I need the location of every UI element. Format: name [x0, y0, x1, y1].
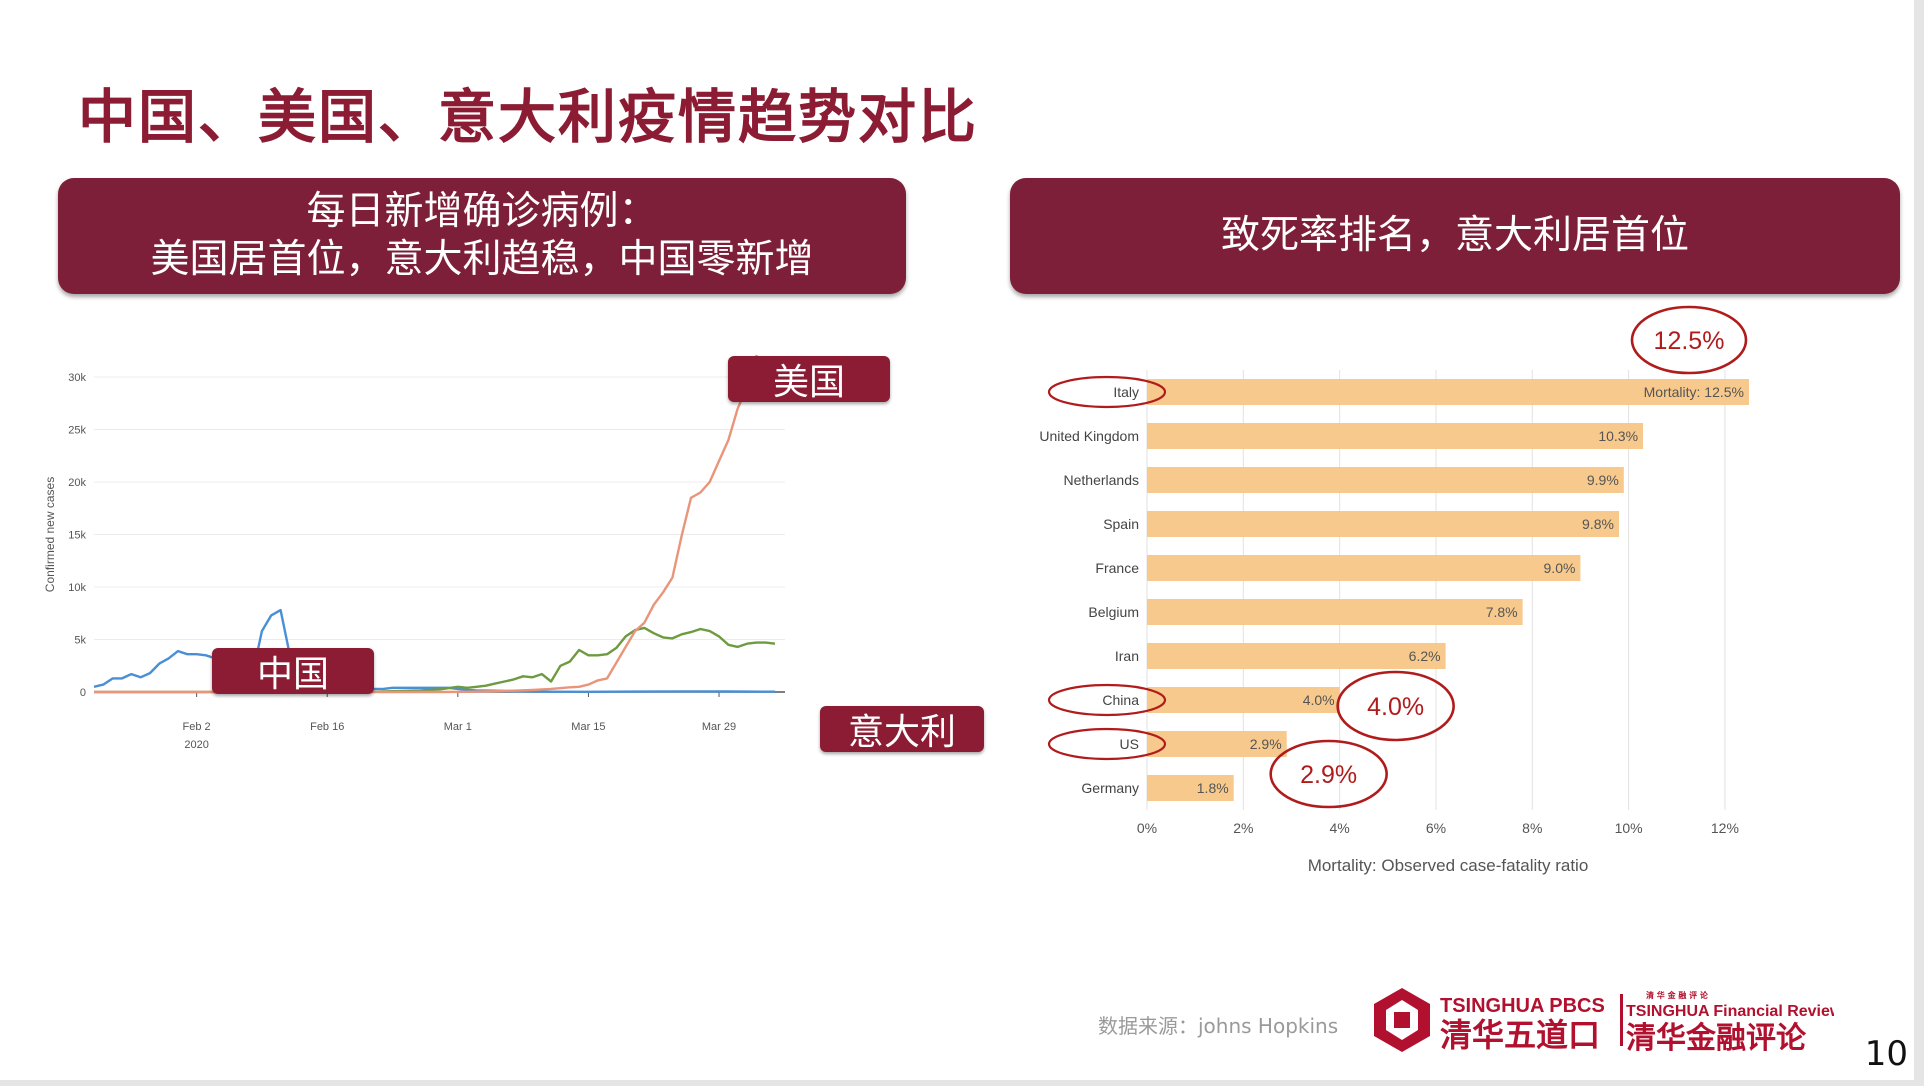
y-tick-label-3: 15k [68, 530, 86, 542]
bar-7 [1147, 687, 1340, 713]
y-tick-label-6: 30k [68, 372, 86, 384]
slide-title: 中国、美国、意大利疫情趋势对比 [78, 83, 979, 151]
category-label-5: Belgium [1088, 604, 1139, 620]
callout-ellipse-0 [1630, 305, 1748, 375]
y-tick-label-5: 25k [68, 425, 86, 437]
bar-1 [1147, 423, 1643, 449]
data-source-note: 数据来源：johns Hopkins [1098, 1014, 1339, 1038]
bar-3 [1147, 511, 1619, 537]
value-label-9: 1.8% [1197, 780, 1229, 796]
y-tick-label-4: 20k [68, 477, 86, 489]
x-tick-label-6: 12% [1711, 820, 1739, 836]
daily-cases-banner-line2: 美国居首位，意大利趋稳，中国零新增 [150, 237, 814, 282]
mortality-banner-text: 致死率排名，意大利居首位 [1220, 213, 1689, 258]
mortality-bar-chart: 0% 2% 4% 6% 8% 10% 12% Mortality: Observed case… [1039, 305, 1749, 875]
bar-8 [1147, 731, 1287, 757]
category-label-2: Netherlands [1064, 472, 1140, 488]
highlight-ellipse-7 [1047, 683, 1167, 717]
value-label-5: 7.8% [1486, 604, 1518, 620]
logo-divider [1620, 994, 1623, 1046]
slide-edge-bottom [0, 1080, 1924, 1086]
x-tick-label-2: Mar 1 [444, 721, 472, 733]
bar-6 [1147, 643, 1446, 669]
category-label-9: Germany [1081, 780, 1139, 796]
series-line-1 [94, 626, 776, 694]
page-number: 10 [1864, 1034, 1908, 1074]
y-axis-label: Confirmed new cases [43, 477, 57, 592]
daily-new-cases-chart: 0 5k 10k 15k 20k 25k 30k Feb 2 2020 Feb 16 Mar 1 Ma… [43, 354, 785, 751]
tsinghua-pbcsf-logo: TSINGHUA PBCSF 清华五道口 [1374, 988, 1604, 1054]
series-line-2 [94, 354, 767, 694]
callout-text-1: 4.0% [1367, 693, 1424, 721]
category-label-4: France [1095, 560, 1139, 576]
x-tick-label-2: 4% [1330, 820, 1350, 836]
china-series-tag: 中国 [212, 648, 374, 695]
bar-9 [1147, 775, 1234, 801]
category-label-8: US [1120, 736, 1139, 752]
callout-text-0: 12.5% [1654, 327, 1725, 355]
x-tick-label-1: 2% [1233, 820, 1253, 836]
x-tick-label-0: Feb 2 [183, 721, 211, 733]
italy-series-tag: 意大利 [820, 706, 984, 753]
value-label-7: 4.0% [1303, 692, 1335, 708]
callout-ellipse-2 [1269, 739, 1388, 809]
tsinghua-financial-review-logo: 清 华 金 融 评 论 TSINGHUA Financial Review 清华… [1626, 990, 1834, 1054]
value-label-2: 9.9% [1587, 472, 1619, 488]
value-label-6: 6.2% [1409, 648, 1441, 664]
category-label-0: Italy [1113, 384, 1139, 400]
category-label-3: Spain [1103, 516, 1139, 532]
x-tick-label-3: 6% [1426, 820, 1446, 836]
callout-text-2: 2.9% [1300, 761, 1357, 789]
value-label-4: 9.0% [1544, 560, 1576, 576]
daily-cases-banner-line1: 每日新增确诊病例： [306, 189, 658, 234]
value-label-1: 10.3% [1598, 428, 1638, 444]
value-label-0: Mortality: 12.5% [1644, 384, 1744, 400]
slide-edge-right [1914, 0, 1924, 1086]
x-tick-label-0: 0% [1137, 820, 1157, 836]
x-tick-sublabel-0: 2020 [184, 739, 208, 751]
y-tick-label-1: 5k [74, 635, 86, 647]
pbcsf-logo-cn: 清华五道口 [1440, 1016, 1600, 1054]
daily-cases-banner: 每日新增确诊病例： 美国居首位，意大利趋稳，中国零新增 [58, 178, 906, 294]
category-label-7: China [1102, 692, 1139, 708]
callout-ellipse-1 [1336, 670, 1455, 742]
category-label-6: Iran [1115, 648, 1139, 664]
x-tick-label-1: Feb 16 [310, 721, 344, 733]
mortality-banner: 致死率排名，意大利居首位 [1010, 178, 1900, 294]
bar-4 [1147, 555, 1581, 581]
category-label-1: United Kingdom [1039, 428, 1139, 444]
highlight-ellipse-0 [1047, 375, 1167, 409]
y-tick-label-2: 10k [68, 582, 86, 594]
pbcsf-emblem-icon [1374, 988, 1430, 1052]
highlight-ellipse-8 [1047, 727, 1167, 761]
value-label-3: 9.8% [1582, 516, 1614, 532]
us-series-tag: 美国 [728, 356, 890, 403]
bar-0 [1147, 379, 1749, 405]
bar-5 [1147, 599, 1523, 625]
series-line-0 [93, 608, 776, 693]
x-tick-label-3: Mar 15 [571, 721, 605, 733]
review-logo-small: 清 华 金 融 评 论 [1646, 990, 1709, 1000]
review-logo-en: TSINGHUA Financial Review [1626, 1003, 1834, 1020]
x-tick-label-4: Mar 29 [702, 721, 736, 733]
bar-2 [1147, 467, 1624, 493]
value-label-8: 2.9% [1250, 736, 1282, 752]
review-logo-cn: 清华金融评论 [1626, 1021, 1807, 1054]
x-axis-label: Mortality: Observed case-fatality ratio [1308, 856, 1589, 875]
x-tick-label-5: 10% [1615, 820, 1643, 836]
pbcsf-logo-en: TSINGHUA PBCSF [1440, 995, 1604, 1017]
y-tick-label-0: 0 [80, 687, 86, 699]
x-tick-label-4: 8% [1522, 820, 1542, 836]
